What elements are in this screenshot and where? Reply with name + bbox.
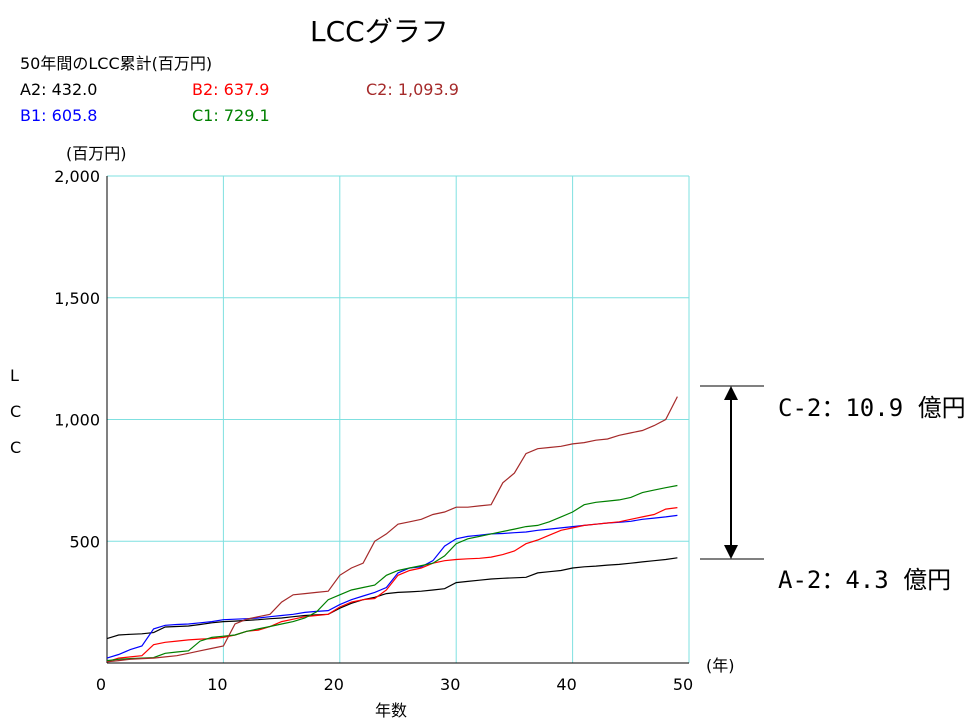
y-axis-label-char: L — [10, 366, 19, 385]
y-tick-label: 500 — [69, 532, 100, 551]
legend-item-c2: C2: 1,093.9 — [366, 80, 459, 99]
chart-title: LCCグラフ — [310, 15, 449, 48]
callout-arrow-up-icon — [724, 386, 738, 400]
legend-item-a2: A2: 432.0 — [20, 80, 98, 99]
x-tick-label: 20 — [324, 675, 344, 694]
x-axis-label: 年数 — [375, 701, 408, 720]
legend-item-b1: B1: 605.8 — [20, 106, 98, 125]
x-tick-label: 0 — [96, 675, 106, 694]
x-axis-unit: (年) — [706, 656, 735, 675]
y-tick-label: 1,000 — [54, 411, 100, 430]
series-line-b1 — [106, 514, 678, 659]
x-tick-label: 30 — [440, 675, 460, 694]
x-tick-label: 50 — [673, 675, 693, 694]
legend-item-c1: C1: 729.1 — [192, 106, 270, 125]
y-axis-unit: (百万円) — [66, 144, 127, 163]
y-axis-label-char: C — [10, 402, 22, 421]
callout-arrow-down-icon — [724, 545, 738, 559]
series-line-c1 — [106, 484, 678, 662]
legend-subtitle: 50年間のLCC累計(百万円) — [20, 54, 213, 73]
series-line-b2 — [106, 507, 678, 663]
callout-bottom-label: A-2：4.3 億円 — [778, 566, 952, 594]
y-tick-label: 1,500 — [54, 289, 100, 308]
series-line-c2 — [106, 396, 678, 663]
x-tick-label: 40 — [556, 675, 576, 694]
x-tick-label: 10 — [207, 675, 227, 694]
legend-item-b2: B2: 637.9 — [192, 80, 270, 99]
y-tick-label: 2,000 — [54, 167, 100, 186]
series-line-a2 — [106, 557, 678, 640]
callout-top-label: C-2：10.9 億円 — [778, 394, 966, 422]
y-axis-label-char: C — [10, 438, 22, 457]
